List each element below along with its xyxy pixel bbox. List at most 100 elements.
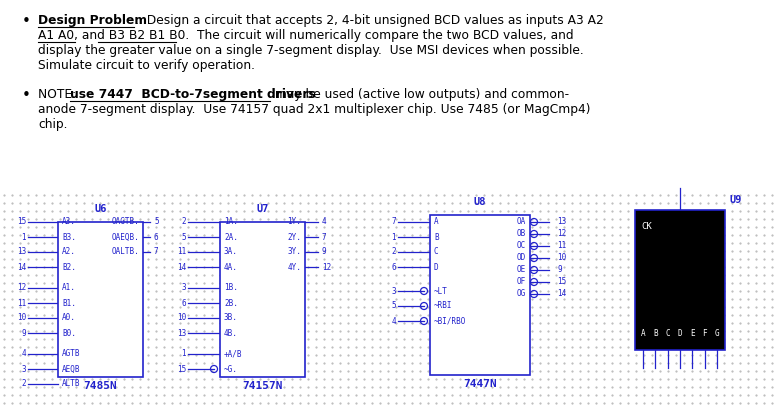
- Text: ~RBI: ~RBI: [434, 302, 452, 310]
- Text: CK: CK: [641, 222, 652, 231]
- Text: B1.: B1.: [62, 299, 76, 307]
- Text: 11: 11: [17, 299, 26, 307]
- Text: ~G.: ~G.: [224, 364, 238, 374]
- Text: A1 A0, and B3 B2 B1 B0.  The circuit will numerically compare the two BCD values: A1 A0, and B3 B2 B1 B0. The circuit will…: [38, 29, 573, 42]
- Text: OALTB.: OALTB.: [111, 248, 139, 257]
- Text: D: D: [678, 329, 682, 338]
- Text: 7: 7: [154, 248, 159, 257]
- Text: 6: 6: [181, 299, 186, 307]
- Text: 14: 14: [557, 290, 566, 299]
- Text: AGTB: AGTB: [62, 349, 81, 359]
- Text: 12: 12: [17, 283, 26, 292]
- Text: A: A: [641, 329, 646, 338]
- Text: 10: 10: [17, 314, 26, 322]
- Text: anode 7-segment display.  Use 74157 quad 2x1 multiplexer chip. Use 7485 (or MagC: anode 7-segment display. Use 74157 quad …: [38, 103, 591, 116]
- Text: A2.: A2.: [62, 248, 76, 257]
- Text: 13: 13: [17, 248, 26, 257]
- Text: 7: 7: [322, 233, 326, 242]
- Text: 1Y.: 1Y.: [287, 218, 301, 226]
- Text: 15: 15: [176, 364, 186, 374]
- Text: 1: 1: [22, 233, 26, 242]
- Text: OF: OF: [517, 277, 526, 287]
- Text: OG: OG: [517, 290, 526, 299]
- Text: 6: 6: [392, 262, 396, 272]
- Text: G: G: [715, 329, 720, 338]
- Text: U6: U6: [94, 204, 106, 214]
- Text: 3: 3: [181, 283, 186, 292]
- Text: Design Problem: Design Problem: [38, 14, 147, 27]
- Text: 14: 14: [17, 262, 26, 272]
- Text: OAGTB.: OAGTB.: [111, 218, 139, 226]
- Text: C: C: [434, 248, 439, 257]
- Text: 6: 6: [154, 233, 159, 242]
- Text: 11: 11: [557, 242, 566, 250]
- Text: 1A.: 1A.: [224, 218, 238, 226]
- Text: 7447N: 7447N: [463, 379, 497, 389]
- Text: D: D: [434, 262, 439, 272]
- Text: U7: U7: [256, 204, 269, 214]
- Text: 12: 12: [557, 230, 566, 238]
- Text: 5: 5: [392, 302, 396, 310]
- Text: OB: OB: [517, 230, 526, 238]
- Text: 7485N: 7485N: [84, 381, 117, 391]
- Text: chip.: chip.: [38, 118, 68, 131]
- Text: 4: 4: [22, 349, 26, 359]
- Text: 4B.: 4B.: [224, 329, 238, 337]
- Text: 1B.: 1B.: [224, 283, 238, 292]
- Text: 2: 2: [181, 218, 186, 226]
- Text: 2: 2: [392, 248, 396, 257]
- Text: U9: U9: [730, 195, 743, 205]
- Text: A3.: A3.: [62, 218, 76, 226]
- Text: U8: U8: [474, 197, 486, 207]
- Text: B0.: B0.: [62, 329, 76, 337]
- Text: A0.: A0.: [62, 314, 76, 322]
- Text: 15: 15: [557, 277, 566, 287]
- Text: 3: 3: [22, 364, 26, 374]
- Text: 3A.: 3A.: [224, 248, 238, 257]
- Text: 2A.: 2A.: [224, 233, 238, 242]
- Text: AEQB: AEQB: [62, 364, 81, 374]
- Text: use 7447  BCD-to-7segment drivers: use 7447 BCD-to-7segment drivers: [70, 88, 315, 101]
- Text: C: C: [665, 329, 670, 338]
- Text: A1.: A1.: [62, 283, 76, 292]
- Text: A: A: [434, 218, 439, 226]
- Text: 13: 13: [557, 218, 566, 226]
- Text: ~BI/RBO: ~BI/RBO: [434, 317, 466, 325]
- Text: B3.: B3.: [62, 233, 76, 242]
- Text: 4: 4: [322, 218, 326, 226]
- Text: 9: 9: [322, 248, 326, 257]
- Text: 14: 14: [176, 262, 186, 272]
- Text: B2.: B2.: [62, 262, 76, 272]
- Text: Simulate circuit to verify operation.: Simulate circuit to verify operation.: [38, 59, 255, 72]
- Text: 2Y.: 2Y.: [287, 233, 301, 242]
- Text: may be used (active low outputs) and common-: may be used (active low outputs) and com…: [271, 88, 569, 101]
- Bar: [58, 222, 143, 377]
- Bar: [635, 210, 725, 350]
- Text: •: •: [22, 88, 31, 103]
- Text: 4: 4: [392, 317, 396, 325]
- Text: 15: 15: [17, 218, 26, 226]
- Text: OA: OA: [517, 218, 526, 226]
- Text: F: F: [702, 329, 707, 338]
- Text: 4Y.: 4Y.: [287, 262, 301, 272]
- Text: 12: 12: [322, 262, 331, 272]
- Text: 4A.: 4A.: [224, 262, 238, 272]
- Text: 7: 7: [392, 218, 396, 226]
- Text: 3Y.: 3Y.: [287, 248, 301, 257]
- Text: 9: 9: [557, 265, 562, 275]
- Bar: [430, 215, 530, 375]
- Text: 5: 5: [154, 218, 159, 226]
- Text: 10: 10: [176, 314, 186, 322]
- Text: display the greater value on a single 7-segment display.  Use MSI devices when p: display the greater value on a single 7-…: [38, 44, 584, 57]
- Text: 9: 9: [22, 329, 26, 337]
- Text: 1: 1: [392, 233, 396, 242]
- Text: 11: 11: [176, 248, 186, 257]
- Bar: [220, 222, 305, 377]
- Text: ALTB: ALTB: [62, 379, 81, 389]
- Text: E: E: [690, 329, 695, 338]
- Text: :  Design a circuit that accepts 2, 4-bit unsigned BCD values as inputs A3 A2: : Design a circuit that accepts 2, 4-bit…: [135, 14, 604, 27]
- Text: 2B.: 2B.: [224, 299, 238, 307]
- Text: OAEQB.: OAEQB.: [111, 233, 139, 242]
- Text: OC: OC: [517, 242, 526, 250]
- Text: OE: OE: [517, 265, 526, 275]
